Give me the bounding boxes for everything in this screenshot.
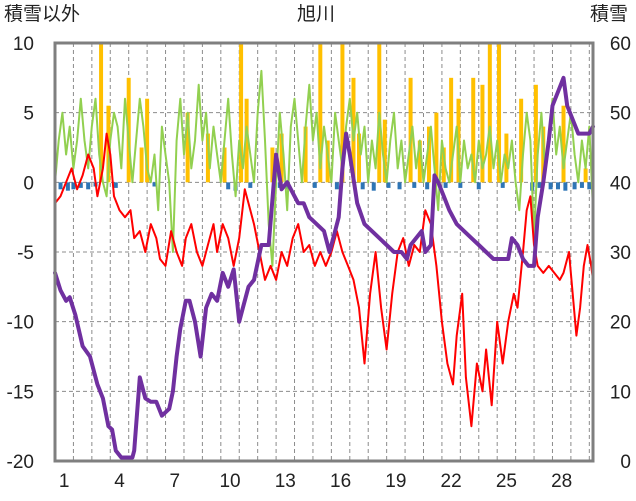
left-tick-label: 0 — [23, 173, 34, 194]
blue-bars-bar — [500, 182, 505, 188]
left-tick-label: -20 — [7, 452, 34, 473]
right-axis-label: 積雪 — [590, 4, 629, 25]
yellow-bars-bar — [318, 43, 323, 183]
blue-bars-bar — [334, 182, 339, 190]
blue-bars-bar — [71, 182, 76, 190]
blue-bars-bar — [555, 182, 560, 190]
blue-bars-bar — [443, 182, 448, 188]
yellow-bars-bar — [497, 43, 502, 183]
yellow-bars-bar — [480, 84, 485, 183]
yellow-bars-bar — [417, 140, 422, 183]
x-tick-label: 10 — [219, 471, 240, 492]
blue-bars-bar — [563, 182, 568, 191]
yellow-bars-bar — [519, 98, 524, 183]
yellow-bars-bar — [145, 98, 150, 183]
yellow-bars-bar — [449, 77, 454, 183]
left-tick-label: 10 — [13, 34, 34, 55]
blue-bars-bar — [360, 182, 365, 190]
yellow-bars-bar — [357, 133, 362, 183]
red-series-line — [54, 132, 594, 428]
yellow-bars-bar — [434, 112, 439, 183]
right-tick-label: 10 — [610, 382, 631, 403]
yellow-bars-bar — [408, 77, 413, 183]
blue-bars-bar — [86, 182, 91, 190]
blue-bars-bar — [248, 182, 253, 188]
blue-bars-bar — [152, 182, 157, 187]
yellow-bars-bar — [222, 147, 227, 183]
right-tick-label: 30 — [610, 243, 631, 264]
yellow-bars-bar — [561, 105, 566, 183]
x-tick-label: 13 — [275, 471, 296, 492]
blue-bars-bar — [78, 182, 83, 188]
yellow-bars-bar — [244, 98, 249, 183]
blue-bars-bar — [386, 182, 391, 188]
chart-title: 旭川 — [297, 4, 336, 25]
x-tick-label: 16 — [330, 471, 351, 492]
blue-bars-bar — [548, 182, 553, 190]
yellow-bars-bar — [239, 43, 244, 183]
yellow-bars-bar — [270, 147, 275, 183]
left-tick-label: -10 — [7, 313, 34, 334]
x-tick-label: 19 — [385, 471, 406, 492]
x-tick-label: 1 — [59, 471, 70, 492]
left-tick-label: -15 — [7, 382, 34, 403]
x-tick-label: 4 — [114, 471, 125, 492]
blue-bars-bar — [65, 182, 70, 191]
right-tick-label: 50 — [610, 104, 631, 125]
blue-bars-bar — [412, 182, 417, 188]
blue-bars-bar — [587, 182, 592, 190]
blue-bars-bar — [397, 182, 402, 190]
yellow-bars-bar — [303, 126, 308, 183]
left-axis-label: 積雪以外 — [4, 4, 81, 25]
yellow-bars-bar — [427, 126, 432, 183]
blue-bars-bar — [312, 182, 317, 188]
yellow-bars-bar — [487, 43, 492, 183]
blue-bars-bar — [58, 182, 63, 190]
right-tick-label: 0 — [620, 452, 631, 473]
blue-bars-bar — [113, 182, 118, 188]
grid — [55, 42, 593, 462]
yellow-bars-bar — [533, 84, 538, 183]
yellow-bars-bar — [382, 119, 387, 183]
yellow-bars-bar — [185, 112, 190, 183]
left-tick-label: -5 — [17, 243, 34, 264]
x-tick-label: 7 — [169, 471, 180, 492]
x-tick-label: 22 — [441, 471, 462, 492]
yellow-bars-bar — [139, 147, 144, 183]
left-tick-label: 5 — [23, 104, 34, 125]
yellow-bars-bar — [471, 77, 476, 183]
yellow-bars-bar — [99, 43, 104, 183]
blue-bars-bar — [476, 182, 481, 190]
right-tick-label: 20 — [610, 313, 631, 334]
blue-bars-bar — [579, 182, 584, 188]
yellow-bars-bar — [583, 168, 588, 183]
blue-bars-bar — [458, 182, 463, 188]
blue-bars-bar — [572, 182, 577, 190]
yellow-bars-bar — [279, 133, 284, 183]
plot-frame — [53, 41, 595, 463]
yellow-bars-bar — [441, 147, 446, 183]
blue-bars-bar — [537, 182, 542, 188]
x-tick-label: 28 — [551, 471, 572, 492]
yellow-bars-bar — [340, 43, 345, 183]
blue-bars-bar — [425, 182, 430, 190]
right-tick-label: 40 — [610, 173, 631, 194]
blue-bars-bar — [371, 182, 376, 191]
blue-bars-bar — [226, 182, 231, 190]
x-tick-label: 25 — [496, 471, 517, 492]
green-series-line — [54, 69, 594, 267]
snow-depth-line — [53, 75, 595, 460]
yellow-bars-bar — [205, 133, 210, 183]
right-tick-label: 60 — [610, 34, 631, 55]
line-series — [53, 69, 595, 460]
